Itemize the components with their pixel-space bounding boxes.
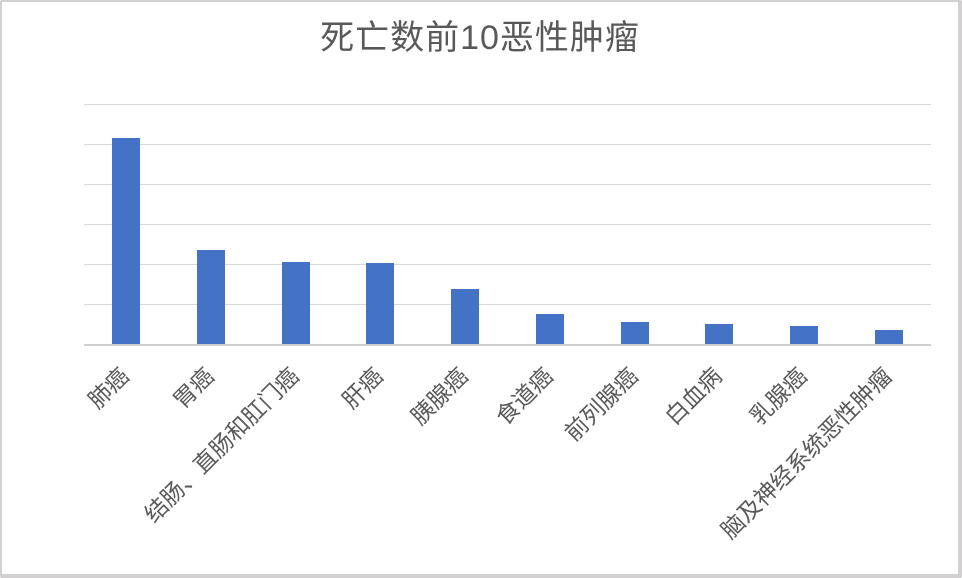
x-axis-label: 乳腺癌 [744,362,812,430]
x-axis-label: 白血病 [660,362,728,430]
chart-title: 死亡数前10恶性肿瘤 [320,19,640,57]
bar [112,138,141,344]
x-axis-label: 前列腺癌 [559,362,643,447]
bar [451,289,480,344]
x-axis-label: 脑及神经系统恶性肿瘤 [715,362,897,544]
bar [197,250,226,344]
gridline [84,224,931,225]
bar [874,329,903,344]
gridline [84,144,931,145]
gridline [84,304,931,305]
gridline [84,184,931,185]
x-axis-labels: 肺癌 胃癌 结肠、直肠和肛门癌 肝癌 胰腺癌 食道癌 前列腺癌 白血病 乳腺癌 脑及神经系统恶性肿… [83,362,931,574]
x-axis-label: 肝癌 [337,362,389,414]
x-axis-label: 胃癌 [168,362,220,414]
x-axis-line [84,344,931,346]
x-axis-label: 胰腺癌 [405,362,474,430]
x-axis-label: 肺癌 [83,362,135,414]
plot-area [84,104,931,346]
bar [620,321,649,344]
gridline [84,104,931,105]
gridline [84,264,931,265]
bar [705,324,734,344]
bar [366,262,395,344]
bar [789,326,818,344]
x-axis-label: 食道癌 [490,362,558,430]
x-axis-label: 结肠、直肠和肛门癌 [138,362,304,528]
bar [281,261,310,344]
bar [535,314,564,344]
